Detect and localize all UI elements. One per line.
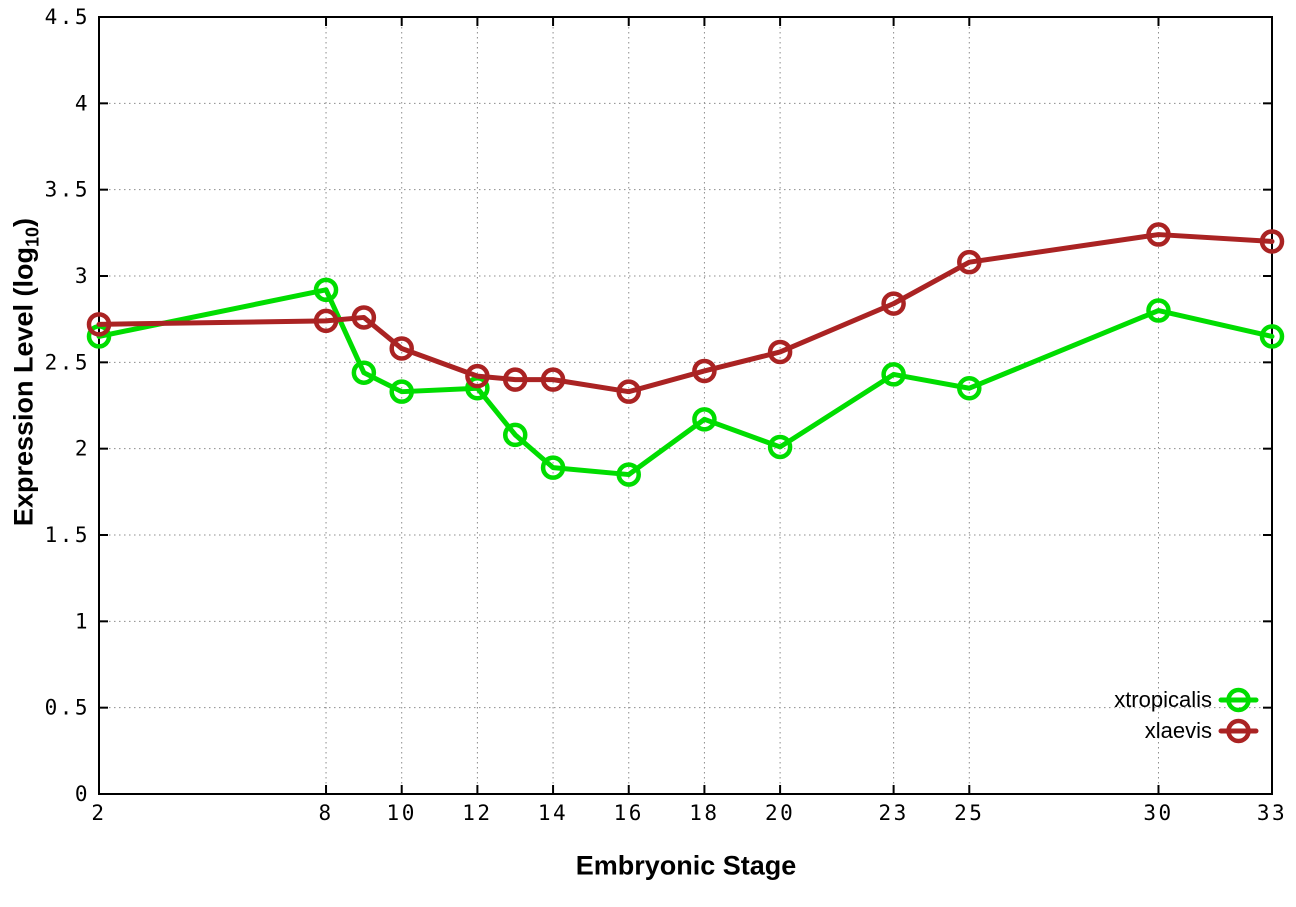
y-tick-label: 0 [75,782,90,806]
y-tick-label: 2.5 [45,350,90,374]
y-tick-label: 0.5 [45,696,90,720]
data-point-xtropicalis [881,362,906,387]
series-line-xlaevis [96,232,1275,395]
y-tick-label: 2 [75,437,90,461]
data-point-xlaevis [502,367,528,392]
data-point-xlaevis [1146,222,1171,247]
data-point-xlaevis [351,305,377,330]
x-tick-label: 12 [462,801,492,825]
y-axis-title-main: Expression Level (log [8,246,39,527]
y-axis-title-subscript: 10 [22,226,43,247]
data-point-xlaevis [692,358,717,384]
y-tick-label: 3.5 [45,178,90,202]
data-point-xtropicalis [313,277,339,303]
y-tick-label: 4 [75,91,90,115]
plot-border [98,16,1273,795]
y-tick-label: 4.5 [45,5,90,29]
data-point-xtropicalis [957,375,982,401]
data-point-xlaevis [465,363,490,389]
x-tick-label: 2 [91,801,106,825]
x-tick-label: 16 [614,801,644,825]
data-point-xtropicalis [540,455,566,480]
data-point-xtropicalis [351,360,377,385]
data-point-xlaevis [540,367,566,392]
legend-entry-xlaevis: xlaevis [1145,718,1259,744]
data-point-xlaevis [957,249,982,275]
data-point-xtropicalis [692,407,717,432]
y-axis-title: Expression Level (log10) [9,218,44,526]
x-tick-label: 23 [878,801,908,825]
series-xlaevis [86,222,1285,404]
data-point-xlaevis [767,339,793,365]
data-point-xtropicalis [1146,298,1171,323]
legend-entry-xtropicalis: xtropicalis [1114,687,1259,713]
x-tick-label: 20 [765,801,795,825]
series-line-xtropicalis [96,287,1275,478]
data-point-xtropicalis [389,379,414,404]
x-tick-label: 14 [538,801,568,825]
data-point-xlaevis [389,336,414,361]
y-axis-title-end: ) [8,217,39,227]
legend-label-xlaevis: xlaevis [1145,718,1212,743]
y-tick-label: 3 [75,264,90,288]
data-point-xtropicalis [1259,324,1285,349]
y-tick-label: 1 [75,609,90,633]
y-tick-label: 1.5 [45,523,90,547]
data-point-xtropicalis [502,422,528,448]
data-point-xlaevis [313,308,339,334]
data-point-xlaevis [1259,229,1285,254]
data-point-xlaevis [86,312,112,337]
data-point-xtropicalis [616,462,641,487]
data-point-xlaevis [616,379,641,404]
series-xtropicalis [86,277,1285,487]
x-tick-label: 10 [387,801,417,825]
data-point-xlaevis [881,291,906,316]
x-tick-label: 18 [689,801,719,825]
x-axis-title: Embryonic Stage [576,851,797,882]
data-point-xtropicalis [767,434,793,460]
x-tick-label: 8 [318,801,333,825]
legend-label-xtropicalis: xtropicalis [1114,687,1212,712]
legend-marker-sample-xlaevis [1226,718,1251,744]
x-axis-title-text: Embryonic Stage [575,850,797,881]
x-tick-label: 33 [1257,801,1287,825]
x-tick-label: 25 [954,801,984,825]
x-tick-label: 30 [1143,801,1173,825]
legend-marker-sample-xtropicalis [1226,687,1251,713]
